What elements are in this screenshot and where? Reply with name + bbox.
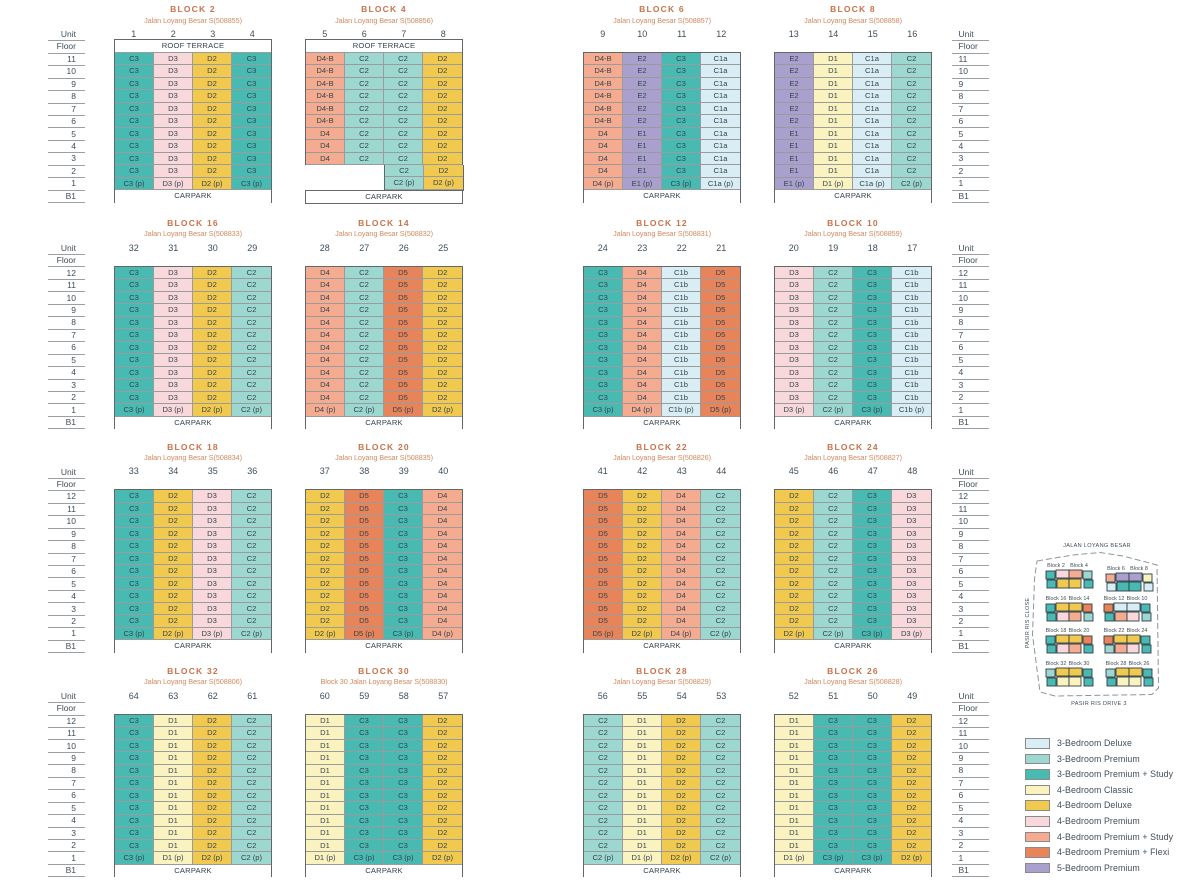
svg-text:Block 24: Block 24 <box>1127 628 1148 634</box>
svg-text:Block 2: Block 2 <box>1047 563 1065 569</box>
svg-text:Block 10: Block 10 <box>1127 596 1148 602</box>
svg-text:Block 8: Block 8 <box>1130 566 1148 572</box>
svg-text:Block 20: Block 20 <box>1069 628 1090 634</box>
svg-text:PASIR RIS DRIVE 3: PASIR RIS DRIVE 3 <box>1071 701 1127 707</box>
svg-text:Block 26: Block 26 <box>1129 661 1150 667</box>
svg-text:Block 18: Block 18 <box>1046 628 1067 634</box>
svg-text:Block 16: Block 16 <box>1046 596 1067 602</box>
svg-text:Block 22: Block 22 <box>1104 628 1125 634</box>
svg-text:PASIR RIS CLOSE: PASIR RIS CLOSE <box>1025 598 1031 649</box>
svg-text:Block 12: Block 12 <box>1104 596 1125 602</box>
svg-text:Block 30: Block 30 <box>1069 661 1090 667</box>
svg-text:Block 32: Block 32 <box>1046 661 1067 667</box>
svg-text:Block 14: Block 14 <box>1069 596 1090 602</box>
svg-text:JALAN LOYANG BESAR: JALAN LOYANG BESAR <box>1063 543 1131 549</box>
svg-text:Block 6: Block 6 <box>1107 566 1125 572</box>
svg-text:Block 4: Block 4 <box>1070 563 1088 569</box>
svg-text:Block 28: Block 28 <box>1106 661 1127 667</box>
